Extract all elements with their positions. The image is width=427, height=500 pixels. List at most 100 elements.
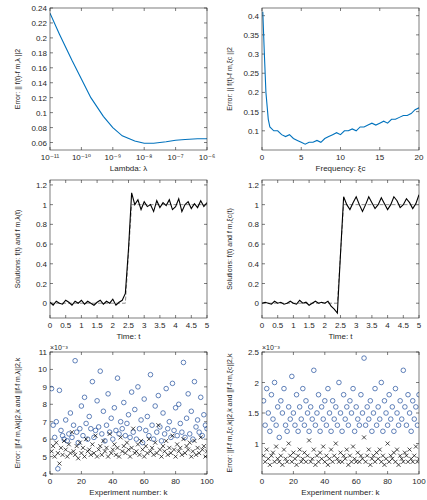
point xyxy=(318,429,323,434)
y-tick-label: 0.4 xyxy=(248,260,260,269)
point xyxy=(61,453,65,457)
point xyxy=(275,405,280,410)
point xyxy=(373,386,378,391)
point xyxy=(280,411,285,416)
point xyxy=(192,439,196,443)
point xyxy=(382,399,387,404)
x-tick-label: 100 xyxy=(412,477,426,486)
series-group xyxy=(263,12,419,144)
point xyxy=(306,454,310,458)
point xyxy=(111,448,115,452)
y-tick xyxy=(262,382,419,383)
point xyxy=(136,385,141,390)
point xyxy=(286,405,291,410)
point xyxy=(401,368,406,373)
point xyxy=(268,429,273,434)
y-tick-label: 0.16 xyxy=(31,64,47,73)
point xyxy=(125,421,130,426)
point xyxy=(132,407,137,412)
point xyxy=(170,381,175,386)
point xyxy=(198,395,203,400)
point xyxy=(312,368,317,373)
point xyxy=(365,454,369,458)
point xyxy=(180,430,185,435)
x-tick xyxy=(191,180,192,318)
y-tick-label: 0.8 xyxy=(248,220,260,229)
point xyxy=(345,448,349,452)
point xyxy=(348,454,352,458)
point xyxy=(357,423,362,428)
point xyxy=(119,435,123,439)
point xyxy=(108,432,112,436)
x-tick xyxy=(81,180,82,318)
y-tick-label: 0.6 xyxy=(248,240,260,249)
x-tick xyxy=(144,8,145,150)
x-tick-label: 5 xyxy=(299,153,304,162)
y-tick-label: 1 xyxy=(255,201,260,210)
point xyxy=(90,379,95,384)
point xyxy=(188,441,192,445)
point xyxy=(379,380,384,385)
point xyxy=(409,429,414,434)
y-tick-label: 0.08 xyxy=(31,124,47,133)
frame xyxy=(262,8,419,150)
point xyxy=(120,426,125,431)
point xyxy=(162,432,167,437)
y-tick-label: 0.2 xyxy=(248,280,260,289)
y-tick xyxy=(262,54,419,55)
x-axis-label: Experiment number: k xyxy=(301,488,380,497)
point xyxy=(269,392,274,397)
point xyxy=(125,441,129,445)
point xyxy=(203,455,207,459)
point xyxy=(294,392,299,397)
x-tick-label: 0 xyxy=(260,321,265,330)
point xyxy=(360,411,365,416)
point xyxy=(95,455,99,459)
point xyxy=(150,423,155,428)
x-tick xyxy=(356,352,357,474)
y-tick xyxy=(262,443,419,444)
x-tick xyxy=(293,352,294,474)
x-tick xyxy=(309,180,310,318)
x-tick-label: 1 xyxy=(79,321,84,330)
point xyxy=(291,411,296,416)
point xyxy=(128,455,132,459)
point xyxy=(186,448,190,452)
point xyxy=(323,399,328,404)
point xyxy=(187,432,192,437)
y-axis-label: Solutions: f(t) and f m,λ(t) xyxy=(14,210,22,289)
point xyxy=(364,460,368,464)
x-tick-label: 3.5 xyxy=(366,321,378,330)
point xyxy=(341,392,346,397)
point xyxy=(403,405,408,410)
point xyxy=(202,412,207,417)
point xyxy=(386,442,390,446)
point xyxy=(116,446,120,450)
point xyxy=(376,405,381,410)
y-tick xyxy=(50,127,207,128)
point xyxy=(128,435,133,440)
y-tick-label: 0.1 xyxy=(36,109,48,118)
point xyxy=(344,405,349,410)
x-tick-label: 4 xyxy=(385,321,390,330)
y-tick-label: 0.4 xyxy=(36,260,48,269)
point xyxy=(176,402,181,407)
x-tick-label: 40 xyxy=(108,477,117,486)
point xyxy=(377,417,382,422)
x-tick-label: 0.5 xyxy=(272,321,284,330)
point xyxy=(297,405,302,410)
y-tick xyxy=(262,130,419,131)
y-tick-label: 0.3 xyxy=(248,50,260,59)
point xyxy=(406,392,411,397)
y-tick xyxy=(50,112,207,113)
point xyxy=(396,423,401,428)
point xyxy=(279,399,284,404)
x-tick-label: 4 xyxy=(173,321,178,330)
y-tick xyxy=(262,224,419,225)
x-tick xyxy=(112,8,113,150)
y-tick-label: 0.22 xyxy=(31,19,47,28)
point xyxy=(330,399,335,404)
point xyxy=(371,411,376,416)
point xyxy=(271,417,276,422)
point xyxy=(196,446,200,450)
